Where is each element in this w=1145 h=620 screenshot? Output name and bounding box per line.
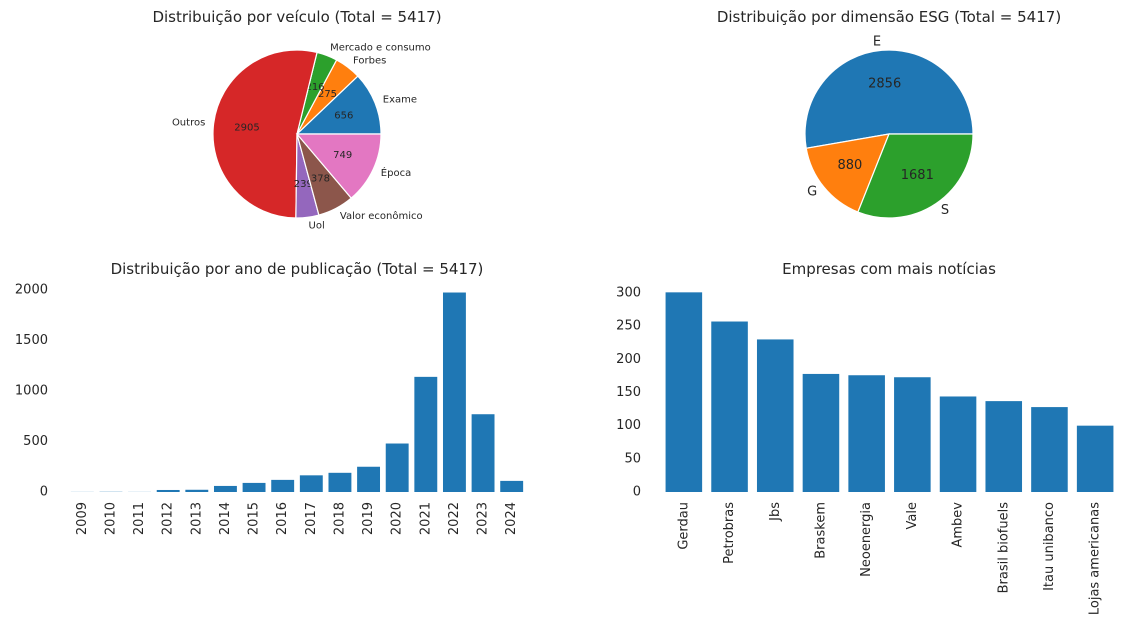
pie-value-valor-economico: 378 [311,174,330,185]
company-xtick-lojas-americanas: Lojas americanas [1088,502,1103,615]
year-bar-2018 [328,472,352,492]
pie-value-forbes: 275 [318,89,337,100]
year-ytick: 2000 [15,283,48,298]
year-xtick-2015: 2015 [247,502,262,535]
company-xtick-petrobras: Petrobras [722,502,737,564]
company-xtick-ambev: Ambev [951,502,966,548]
year-xtick-2011: 2011 [132,502,147,535]
company-ytick: 200 [616,352,641,367]
company-bar-lojas-americanas [1076,425,1114,492]
year-bar-2021 [414,376,438,492]
pie-label-s: S [941,203,949,218]
year-bar-2024 [500,480,524,492]
pie-label-uol: Uol [309,221,325,232]
year-xtick-2019: 2019 [361,502,376,535]
company-xtick-jbs: Jbs [768,502,783,522]
pie-slice-e [804,49,974,149]
year-xtick-2023: 2023 [476,502,491,535]
vehicle-pie-title: Distribuição por veículo (Total = 5417) [152,8,441,26]
year-ytick: 1000 [15,384,48,399]
year-bar-2015 [242,482,266,492]
year-ytick: 500 [23,434,48,449]
year-xtick-2010: 2010 [103,502,118,535]
year-bar-2016 [271,479,295,492]
vehicle-pie-panel: Distribuição por veículo (Total = 5417) … [152,8,441,232]
pie-label-e: E [873,34,881,49]
pie-slice-s [857,133,974,219]
year-xtick-2012: 2012 [161,502,176,535]
year-xtick-2018: 2018 [332,502,347,535]
pie-label-forbes: Forbes [353,56,386,67]
company-xtick-neoenergia: Neoenergia [859,502,874,577]
year-bar-title: Distribuição por ano de publicação (Tota… [111,260,484,278]
esg-pie-panel: Distribuição por dimensão ESG (Total = 5… [717,8,1061,219]
year-xtick-2024: 2024 [504,502,519,535]
pie-label-valor-economico: Valor econômico [340,210,423,222]
year-ytick: 1500 [15,333,48,348]
company-ytick: 50 [624,451,641,466]
year-bar-2019 [357,466,381,492]
pie-value-uol: 239 [294,179,313,190]
pie-slice-epoca [295,133,382,199]
year-bar-2014 [213,485,237,492]
year-bar-2023 [471,414,495,492]
company-ytick: 150 [616,385,641,400]
pie-value-g: 880 [837,158,862,173]
pie-value-mercado-e-consumo: 216 [305,82,324,93]
year-xtick-2009: 2009 [75,502,90,535]
pie-label-outros: Outros [172,117,205,128]
year-bar-2020 [385,443,409,492]
year-bar-2022 [442,292,466,492]
year-ytick: 0 [40,485,48,500]
year-xtick-2020: 2020 [390,502,405,535]
company-ytick: 300 [616,286,641,301]
company-bar-braskem [802,373,840,492]
pie-label-epoca: Época [381,166,411,179]
pie-value-outros: 2905 [234,123,259,134]
year-bar-2012 [156,489,180,492]
company-xtick-vale: Vale [905,502,920,529]
pie-slice-g [805,133,890,213]
year-bar-2013 [185,489,209,492]
company-xtick-gerdau: Gerdau [676,502,691,550]
pie-value-s: 1681 [901,168,934,183]
company-bar-itau-unibanco [1031,407,1068,492]
company-ytick: 250 [616,319,641,334]
company-xtick-brasil-biofuels: Brasil biofuels [996,502,1011,594]
year-xtick-2017: 2017 [304,502,319,535]
year-xtick-2022: 2022 [447,502,462,535]
company-bar-brasil-biofuels [985,401,1023,492]
year-xtick-2021: 2021 [418,502,433,535]
company-bar-neoenergia [848,375,885,492]
pie-slice-exame [295,75,382,135]
year-xtick-2013: 2013 [189,502,204,535]
company-ytick: 100 [616,418,641,433]
pie-value-exame: 656 [334,110,353,121]
company-bar-ambev [939,396,977,492]
company-bar-panel: Empresas com mais notícias 0 50 100 150 200 2… [616,260,1114,615]
year-bar-2017 [299,475,323,492]
pie-label-exame: Exame [383,95,417,106]
company-bar-vale [894,377,931,492]
pie-label-g: G [807,185,817,200]
company-xtick-itau-unibanco: Itau unibanco [1042,502,1057,591]
company-ytick: 0 [633,485,641,500]
pie-value-e: 2856 [868,76,901,91]
pie-label-mercado-e-consumo: Mercado e consumo [330,43,431,54]
company-bar-petrobras [711,321,748,492]
year-xtick-2014: 2014 [218,502,233,535]
company-xtick-braskem: Braskem [814,502,829,559]
pie-slice-outros [212,49,318,219]
year-xtick-2016: 2016 [275,502,290,535]
company-bar-jbs [756,339,794,492]
year-bar-panel: Distribuição por ano de publicação (Tota… [15,260,524,535]
pie-value-epoca: 749 [333,150,352,161]
esg-pie-title: Distribuição por dimensão ESG (Total = 5… [717,8,1061,26]
company-bar-title: Empresas com mais notícias [782,260,996,278]
company-bar-gerdau [665,292,703,492]
